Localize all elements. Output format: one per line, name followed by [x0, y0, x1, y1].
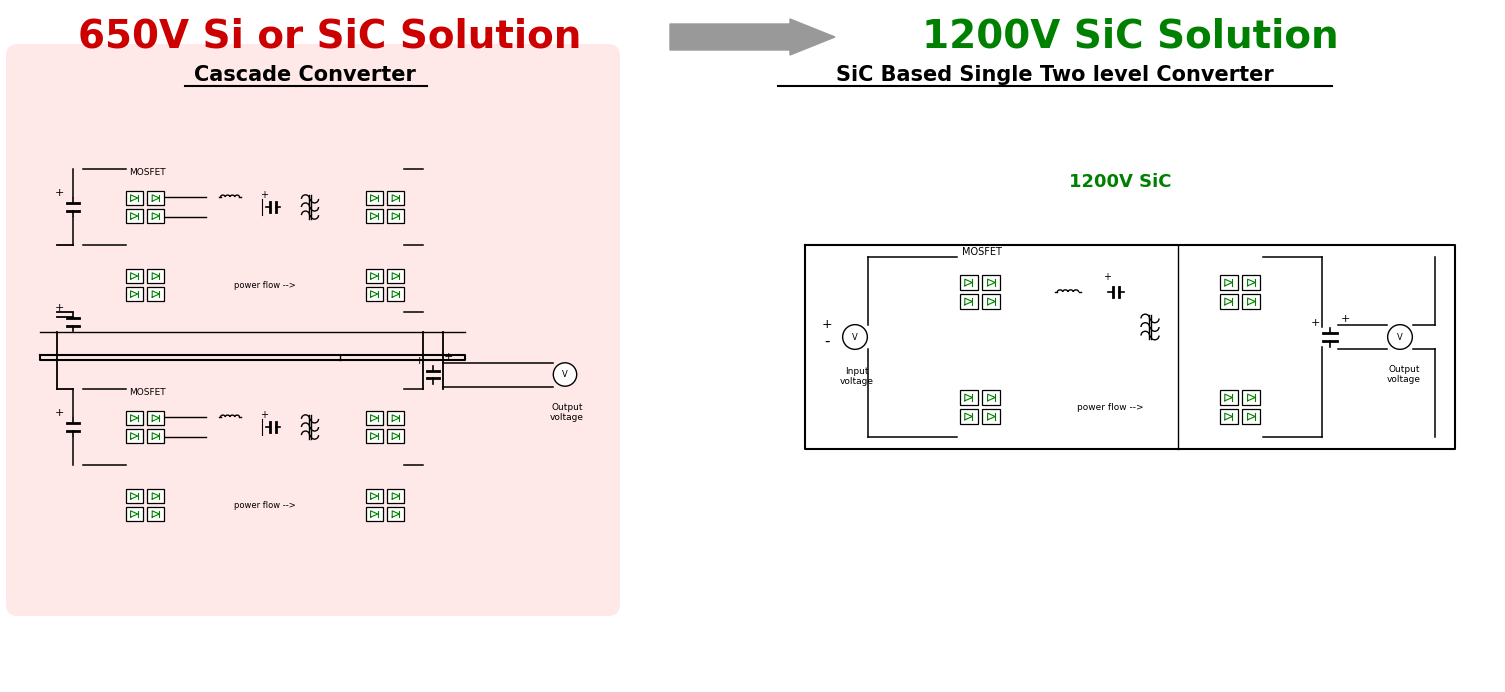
Bar — [366, 507, 382, 521]
Text: +: + — [444, 352, 453, 361]
Bar — [366, 429, 382, 443]
Bar — [1219, 410, 1237, 424]
Text: MOSFET: MOSFET — [129, 388, 166, 397]
Text: +: + — [1341, 314, 1350, 324]
Bar — [147, 507, 164, 521]
FancyArrow shape — [670, 19, 835, 55]
Text: +: + — [414, 356, 424, 365]
Bar — [960, 390, 978, 405]
Bar — [960, 294, 978, 309]
Bar — [387, 209, 405, 223]
Bar — [983, 275, 1001, 290]
Bar — [387, 411, 405, 425]
Text: 1200V SiC Solution: 1200V SiC Solution — [921, 18, 1338, 56]
Bar — [147, 429, 164, 443]
Bar — [1242, 275, 1260, 290]
Bar — [147, 191, 164, 205]
Circle shape — [843, 325, 867, 349]
Bar — [387, 507, 405, 521]
Bar — [387, 287, 405, 301]
Text: +: + — [260, 410, 268, 420]
Circle shape — [1388, 325, 1412, 349]
Text: MOSFET: MOSFET — [129, 168, 166, 177]
Bar — [125, 209, 143, 223]
Bar — [125, 269, 143, 283]
Bar — [1242, 390, 1260, 405]
Text: +: + — [260, 190, 268, 200]
Bar — [1219, 275, 1237, 290]
Text: +: + — [822, 318, 832, 331]
Bar — [1242, 294, 1260, 309]
Bar — [125, 507, 143, 521]
Text: +: + — [1311, 318, 1320, 328]
Text: SiC Based Single Two level Converter: SiC Based Single Two level Converter — [837, 65, 1273, 85]
Text: 650V Si or SiC Solution: 650V Si or SiC Solution — [78, 18, 582, 56]
Bar — [147, 411, 164, 425]
Text: +: + — [54, 188, 63, 198]
Bar — [125, 489, 143, 503]
Bar — [366, 287, 382, 301]
Text: power flow -->: power flow --> — [235, 500, 296, 509]
Bar — [366, 191, 382, 205]
Bar — [147, 287, 164, 301]
Bar — [960, 275, 978, 290]
Bar — [147, 209, 164, 223]
Text: +: + — [1103, 272, 1111, 282]
Text: +: + — [54, 408, 63, 418]
Text: -: - — [825, 334, 829, 349]
Bar — [1219, 294, 1237, 309]
Bar — [147, 489, 164, 503]
Text: Input
voltage: Input voltage — [840, 367, 874, 386]
Bar — [366, 269, 382, 283]
Bar — [1219, 390, 1237, 405]
Text: power flow -->: power flow --> — [235, 280, 296, 289]
Bar — [960, 410, 978, 424]
Bar — [366, 489, 382, 503]
Bar — [983, 294, 1001, 309]
Text: Output
voltage: Output voltage — [549, 403, 584, 422]
Bar — [125, 191, 143, 205]
Text: +: + — [54, 303, 63, 313]
Text: 1200V SiC: 1200V SiC — [1069, 173, 1171, 191]
Bar — [983, 410, 1001, 424]
Circle shape — [554, 363, 576, 386]
FancyBboxPatch shape — [6, 44, 620, 616]
Bar — [387, 429, 405, 443]
Bar — [1242, 410, 1260, 424]
Bar — [387, 269, 405, 283]
Bar — [147, 269, 164, 283]
Text: V: V — [852, 332, 858, 341]
Text: power flow -->: power flow --> — [1076, 403, 1144, 412]
Text: Output
voltage: Output voltage — [1388, 365, 1421, 384]
Text: MOSFET: MOSFET — [962, 247, 1002, 257]
Text: V: V — [563, 370, 567, 379]
Bar — [366, 411, 382, 425]
Bar — [387, 191, 405, 205]
Bar — [125, 429, 143, 443]
Bar — [387, 489, 405, 503]
Bar — [983, 390, 1001, 405]
Text: Cascade Converter: Cascade Converter — [194, 65, 415, 85]
Bar — [125, 287, 143, 301]
Bar — [125, 411, 143, 425]
Text: V: V — [1397, 332, 1403, 341]
Bar — [366, 209, 382, 223]
